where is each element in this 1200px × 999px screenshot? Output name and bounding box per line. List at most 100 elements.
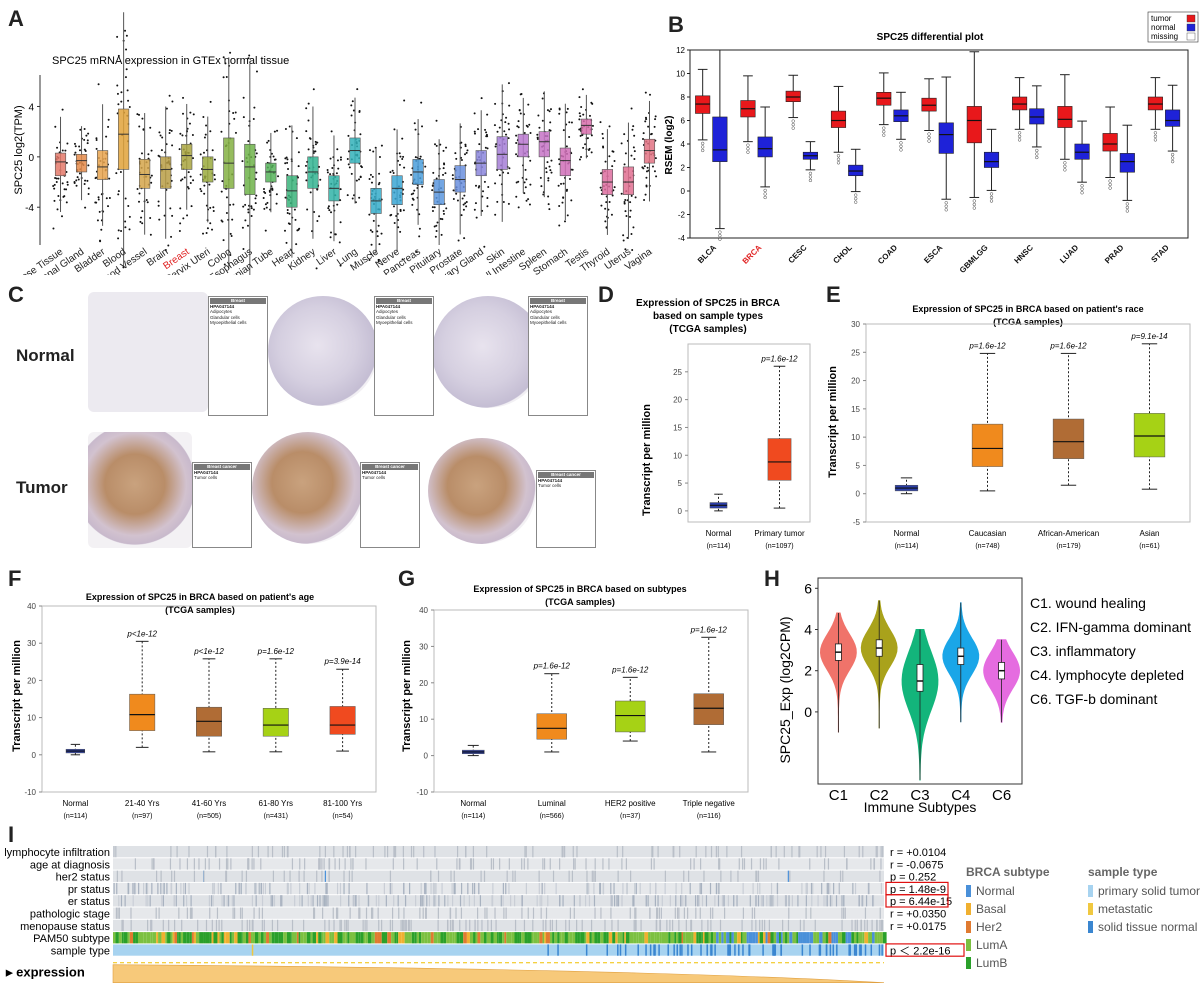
i-cell — [542, 932, 545, 944]
i-cell — [303, 870, 305, 882]
a-point — [305, 107, 308, 110]
i-cell — [717, 895, 720, 907]
a-point — [649, 93, 652, 96]
i-cell — [394, 932, 397, 944]
i-expression-curve — [112, 964, 885, 983]
a-point — [327, 205, 330, 208]
i-cell — [539, 932, 543, 944]
a-point — [550, 159, 553, 162]
a-point — [284, 128, 287, 131]
i-cell — [465, 919, 467, 932]
b-x-label: CHOL — [831, 243, 853, 265]
i-cell — [642, 932, 645, 944]
a-point — [233, 117, 236, 120]
a-point — [288, 223, 291, 226]
i-cell — [761, 919, 763, 932]
a-point — [225, 211, 228, 214]
y-tick-label: 10 — [673, 451, 682, 460]
i-cell — [271, 932, 275, 944]
i-row-bg — [113, 895, 884, 907]
i-cell — [705, 846, 707, 858]
i-cell — [463, 932, 467, 944]
a-point — [288, 125, 291, 128]
b-box-normal-blca — [712, 116, 728, 162]
i-cell — [468, 895, 471, 907]
i-cell — [306, 882, 309, 895]
i-cell — [851, 919, 853, 932]
i-cell — [881, 944, 883, 956]
i-cell — [355, 895, 357, 907]
i-cell — [858, 932, 863, 944]
a-point — [433, 225, 436, 228]
panel-b-chart: SPC25 differential plot RSEM (log2) -4-2… — [664, 11, 1199, 275]
a-point — [507, 122, 510, 125]
i-cell — [573, 895, 575, 907]
b-box-normal-stad — [1165, 109, 1181, 127]
i-cell — [348, 882, 350, 895]
a-point — [199, 153, 202, 156]
a-point — [271, 188, 274, 191]
i-cell — [337, 932, 340, 944]
i-cell — [393, 846, 395, 858]
i-cell — [729, 932, 732, 944]
i-cell — [145, 895, 147, 907]
i-cell — [524, 846, 526, 858]
i-cell — [337, 907, 339, 919]
a-point — [631, 248, 634, 251]
a-point — [273, 130, 276, 133]
a-point — [504, 121, 507, 124]
a-point — [212, 206, 215, 209]
a-point — [66, 183, 69, 186]
b-box-tumor-prad — [1102, 133, 1118, 152]
b-outlier — [1017, 131, 1022, 135]
box-21-40-yrs — [129, 693, 156, 731]
i-cell — [250, 932, 253, 944]
y-tick-label: 10 — [27, 714, 36, 723]
i-cell — [465, 846, 467, 858]
i-cell — [463, 895, 465, 907]
i-cell — [394, 846, 397, 858]
i-cell — [619, 944, 622, 956]
i-cell — [209, 907, 211, 919]
i-cell — [833, 932, 836, 944]
i-cell — [853, 944, 856, 956]
a-point — [149, 126, 152, 129]
i-cell — [789, 870, 791, 882]
h-y-tick-label: 4 — [804, 622, 812, 638]
i-cell — [854, 882, 857, 895]
a-point — [328, 209, 331, 212]
panel-label-h: H — [764, 566, 780, 591]
row-label-normal: Normal — [16, 346, 75, 365]
a-point — [584, 143, 587, 146]
i-cell — [191, 907, 193, 919]
a-point — [247, 211, 250, 214]
a-point — [359, 176, 362, 179]
i-cell — [420, 882, 422, 895]
i-cell — [617, 932, 620, 944]
a-point — [481, 195, 484, 198]
a-point — [647, 125, 650, 128]
a-point — [158, 218, 161, 221]
i-cell — [542, 858, 544, 870]
a-point — [515, 142, 518, 145]
i-cell — [483, 932, 487, 944]
a-point — [150, 149, 153, 152]
i-cell — [440, 932, 444, 944]
b-legend-swatch — [1186, 14, 1196, 23]
a-point — [558, 224, 561, 227]
a-point — [401, 258, 404, 261]
i-cell — [816, 932, 820, 944]
i-cell — [779, 932, 781, 944]
i-cell — [859, 944, 861, 956]
b-outlier — [854, 196, 858, 201]
i-cell — [784, 895, 787, 907]
a-point — [274, 158, 277, 161]
a-point — [389, 171, 392, 174]
a-point — [371, 230, 374, 233]
i-cell — [479, 895, 482, 907]
i-cell — [661, 895, 663, 907]
i-cell — [831, 895, 833, 907]
a-point — [329, 231, 332, 234]
i-row-bg — [113, 870, 884, 882]
i-cell — [696, 932, 699, 944]
